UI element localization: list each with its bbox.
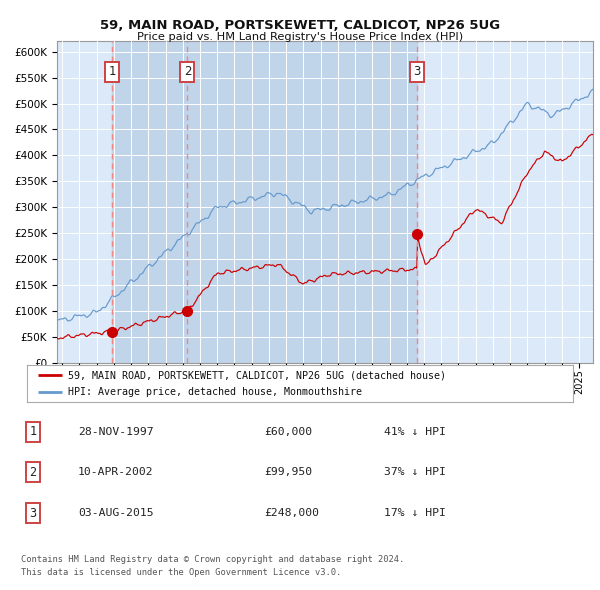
Text: 1: 1 <box>109 65 116 78</box>
Text: Contains HM Land Registry data © Crown copyright and database right 2024.: Contains HM Land Registry data © Crown c… <box>21 555 404 564</box>
Text: 1: 1 <box>29 425 37 438</box>
Text: HPI: Average price, detached house, Monmouthshire: HPI: Average price, detached house, Monm… <box>68 388 362 397</box>
Text: £99,950: £99,950 <box>264 467 312 477</box>
Text: 3: 3 <box>413 65 421 78</box>
Text: 59, MAIN ROAD, PORTSKEWETT, CALDICOT, NP26 5UG: 59, MAIN ROAD, PORTSKEWETT, CALDICOT, NP… <box>100 19 500 32</box>
Text: Price paid vs. HM Land Registry's House Price Index (HPI): Price paid vs. HM Land Registry's House … <box>137 32 463 42</box>
Bar <box>187 41 417 363</box>
Text: 37% ↓ HPI: 37% ↓ HPI <box>384 467 446 477</box>
Text: £60,000: £60,000 <box>264 427 312 437</box>
Text: 17% ↓ HPI: 17% ↓ HPI <box>384 509 446 518</box>
Text: 2: 2 <box>184 65 191 78</box>
Text: 03-AUG-2015: 03-AUG-2015 <box>78 509 154 518</box>
Text: 2: 2 <box>29 466 37 478</box>
Text: 3: 3 <box>29 507 37 520</box>
Text: £248,000: £248,000 <box>264 509 319 518</box>
Text: 59, MAIN ROAD, PORTSKEWETT, CALDICOT, NP26 5UG (detached house): 59, MAIN ROAD, PORTSKEWETT, CALDICOT, NP… <box>68 371 446 380</box>
Text: 10-APR-2002: 10-APR-2002 <box>78 467 154 477</box>
Bar <box>112 41 187 363</box>
Text: 28-NOV-1997: 28-NOV-1997 <box>78 427 154 437</box>
Text: This data is licensed under the Open Government Licence v3.0.: This data is licensed under the Open Gov… <box>21 568 341 577</box>
Text: 41% ↓ HPI: 41% ↓ HPI <box>384 427 446 437</box>
